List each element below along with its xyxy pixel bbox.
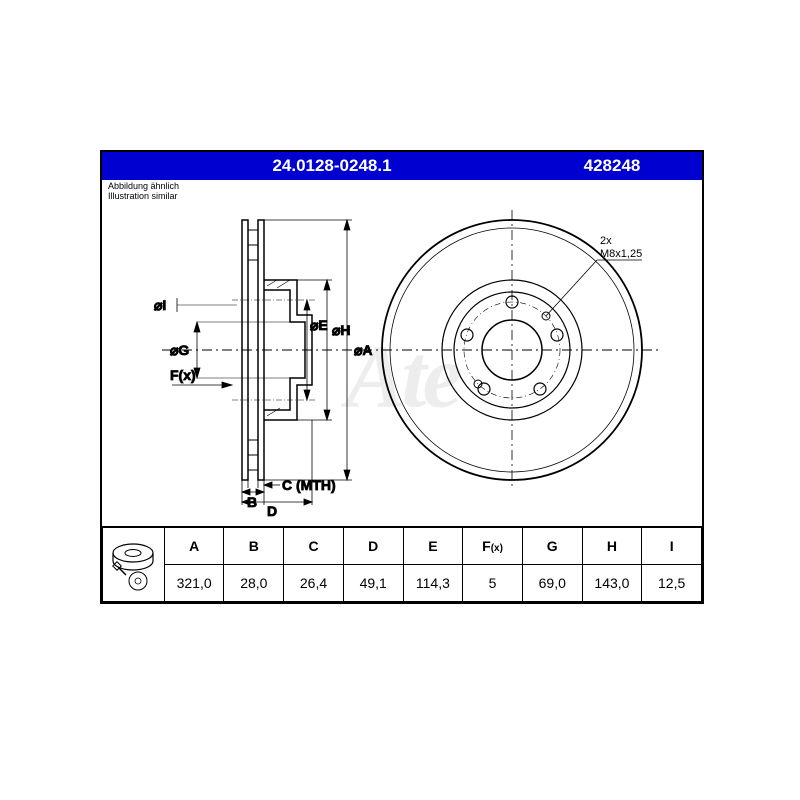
part-code: 428248 <box>542 156 682 176</box>
val-H: 143,0 <box>582 565 642 602</box>
th-A: A <box>164 527 224 565</box>
title-bar: 24.0128-0248.1 428248 <box>102 152 702 180</box>
label-diaI: ⌀I <box>154 297 166 313</box>
th-B: B <box>224 527 284 565</box>
th-C: C <box>284 527 344 565</box>
label-diaE: ⌀E <box>310 317 328 333</box>
disc-icon <box>108 533 158 593</box>
dimension-table: A B C D E F(x) G H I 321,0 28,0 26,4 49,… <box>102 526 702 602</box>
technical-drawing: ⌀A ⌀H ⌀E ⌀G <box>102 180 702 520</box>
val-E: 114,3 <box>403 565 463 602</box>
label-diaA: ⌀A <box>354 342 373 358</box>
diagram-frame: 24.0128-0248.1 428248 Abbildung ähnlich … <box>100 150 704 604</box>
val-C: 26,4 <box>284 565 344 602</box>
label-diaG: ⌀G <box>170 342 189 358</box>
val-I: 12,5 <box>642 565 702 602</box>
part-icon-cell <box>103 527 165 602</box>
th-F: F(x) <box>463 527 523 565</box>
th-E: E <box>403 527 463 565</box>
table-header-row: A B C D E F(x) G H I <box>103 527 702 565</box>
val-F: 5 <box>463 565 523 602</box>
val-B: 28,0 <box>224 565 284 602</box>
table-value-row: 321,0 28,0 26,4 49,1 114,3 5 69,0 143,0 … <box>103 565 702 602</box>
val-D: 49,1 <box>343 565 403 602</box>
label-D: D <box>267 503 277 519</box>
th-H: H <box>582 527 642 565</box>
part-number: 24.0128-0248.1 <box>122 156 542 176</box>
thread-note-2: M8x1,25 <box>600 248 642 260</box>
label-diaH: ⌀H <box>332 322 351 338</box>
th-D: D <box>343 527 403 565</box>
val-G: 69,0 <box>522 565 582 602</box>
th-I: I <box>642 527 702 565</box>
thread-note-1: 2x <box>600 235 612 247</box>
th-G: G <box>522 527 582 565</box>
val-A: 321,0 <box>164 565 224 602</box>
label-fx: F(x) <box>170 367 196 383</box>
label-mth: C (MTH) <box>282 477 336 493</box>
